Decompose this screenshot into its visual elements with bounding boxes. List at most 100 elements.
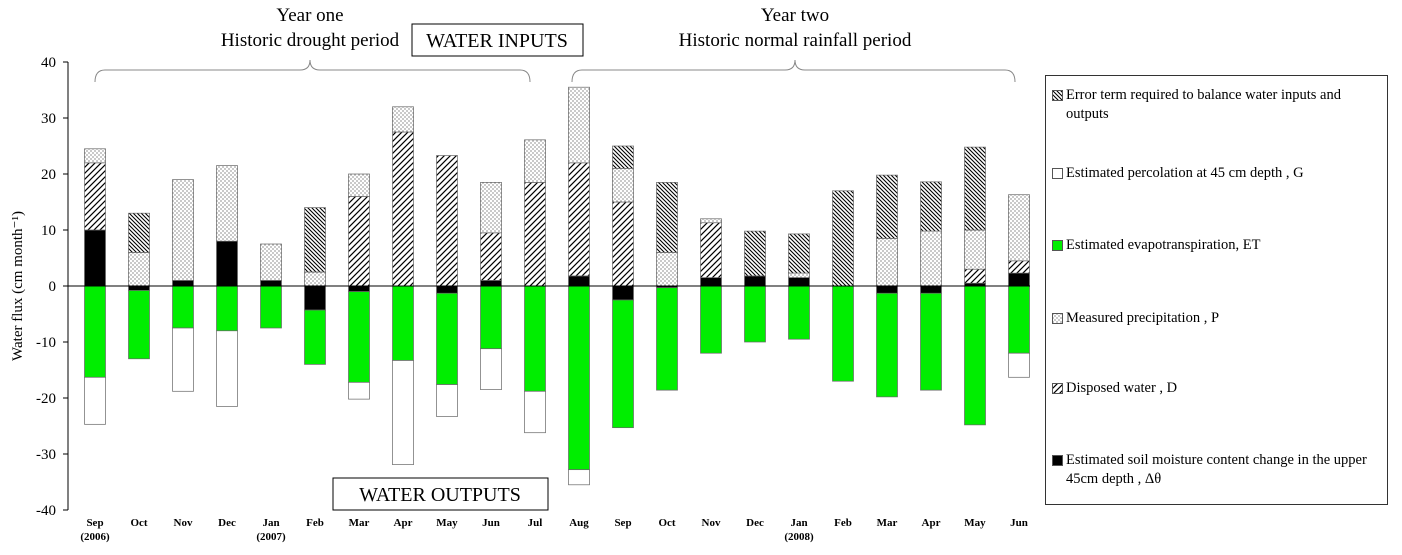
- legend: Error term required to balance water inp…: [1045, 75, 1388, 505]
- annotation-box: [332, 477, 549, 511]
- legend-swatch: [1052, 90, 1063, 101]
- bar-segment: [348, 196, 370, 287]
- bar-segment: [1008, 352, 1030, 378]
- bar-segment: [172, 280, 194, 287]
- y-tick-label: 0: [49, 279, 57, 295]
- bar-segment: [788, 272, 810, 278]
- x-tick-label: Feb: [834, 517, 852, 529]
- bar-segment: [128, 212, 150, 253]
- bar-segment: [84, 229, 106, 287]
- annotation-box: [411, 23, 584, 57]
- bar-segment: [216, 165, 238, 242]
- brace: [94, 59, 531, 83]
- bar-segment: [612, 201, 634, 287]
- y-tick-label: 30: [41, 111, 56, 127]
- bar-segment: [1008, 272, 1030, 287]
- legend-item: Error term required to balance water inp…: [1052, 86, 1384, 124]
- x-tick-label: Oct: [658, 517, 675, 529]
- bar-segment: [876, 174, 898, 239]
- bar-segment: [128, 252, 150, 287]
- legend-swatch: [1052, 168, 1063, 179]
- bar-segment: [964, 146, 986, 231]
- bar-segment: [1008, 194, 1030, 262]
- legend-swatch: [1052, 383, 1063, 394]
- bar-segment: [304, 309, 326, 365]
- annotation: Year one: [276, 5, 343, 26]
- x-tick-sublabel: (2008): [784, 531, 814, 543]
- bar-segment: [568, 86, 590, 164]
- x-tick-label: Sep: [86, 517, 103, 529]
- legend-label: Disposed water , D: [1066, 380, 1178, 396]
- x-tick-sublabel: (2006): [80, 531, 110, 543]
- legend-label: Estimated evapotranspiration, ET: [1066, 237, 1261, 253]
- legend-swatch-box: [1052, 240, 1063, 251]
- bar-segment: [480, 285, 502, 350]
- legend-label: Error term required to balance water inp…: [1066, 87, 1341, 122]
- x-tick-sublabel: (2007): [256, 531, 286, 543]
- x-tick-label: Nov: [174, 517, 193, 529]
- bar-segment: [876, 292, 898, 398]
- legend-item: Estimated evapotranspiration, ET: [1052, 236, 1384, 255]
- x-tick-label: Mar: [349, 517, 370, 529]
- bar-segment: [920, 181, 942, 232]
- x-tick-label: Apr: [922, 517, 941, 529]
- bar-segment: [656, 252, 678, 287]
- legend-swatch: [1052, 313, 1063, 324]
- legend-swatch-box: [1052, 313, 1063, 324]
- bar-segment: [568, 285, 590, 471]
- bar-segment: [392, 131, 414, 287]
- x-tick-label: Jan: [790, 517, 807, 529]
- bar-segment: [876, 285, 898, 294]
- bar-segment: [744, 230, 766, 277]
- bar-segment: [436, 285, 458, 294]
- legend-item: Measured precipitation , P: [1052, 309, 1384, 328]
- bar-segment: [524, 285, 546, 392]
- bar-segment: [84, 148, 106, 164]
- bar-segment: [128, 290, 150, 360]
- bar-segment: [304, 285, 326, 311]
- bar-segment: [612, 285, 634, 301]
- bar-segment: [436, 292, 458, 385]
- bar-segment: [656, 287, 678, 391]
- bar-segment: [480, 280, 502, 287]
- bar-segment: [84, 285, 106, 378]
- y-tick-label: 20: [41, 167, 56, 183]
- x-tick-label: Apr: [394, 517, 413, 529]
- legend-swatch-box: [1052, 90, 1063, 101]
- bar-segment: [700, 285, 722, 354]
- bar-segment: [568, 275, 590, 287]
- bar-segment: [436, 155, 458, 287]
- bar-segment: [612, 299, 634, 429]
- x-tick-label: Jan: [262, 517, 279, 529]
- bar-segment: [700, 218, 722, 224]
- bar-segment: [920, 292, 942, 391]
- legend-swatch: [1052, 240, 1063, 251]
- bar-segment: [964, 229, 986, 270]
- bar-segment: [84, 376, 106, 425]
- bar-segment: [788, 233, 810, 274]
- legend-swatch-box: [1052, 383, 1063, 394]
- bar-segment: [568, 469, 590, 486]
- bar-segment: [524, 139, 546, 183]
- bar-segment: [304, 207, 326, 273]
- y-tick-label: -20: [36, 391, 56, 407]
- bar-segment: [920, 230, 942, 287]
- legend-swatch-box: [1052, 455, 1063, 466]
- x-tick-label: Dec: [746, 517, 764, 529]
- bar-segment: [612, 145, 634, 169]
- bar-segment: [964, 268, 986, 284]
- bar-segment: [216, 330, 238, 407]
- x-tick-label: May: [964, 517, 986, 529]
- bar-segment: [788, 285, 810, 340]
- bar-segment: [172, 327, 194, 392]
- x-tick-label: May: [436, 517, 458, 529]
- x-tick-label: Jun: [482, 517, 500, 529]
- x-tick-label: Aug: [569, 517, 589, 529]
- bar-segment: [744, 285, 766, 343]
- legend-item: Estimated percolation at 45 cm depth , G: [1052, 164, 1384, 183]
- bar-segment: [392, 360, 414, 465]
- legend-item: Disposed water , D: [1052, 379, 1384, 398]
- bar-segment: [348, 285, 370, 292]
- y-tick-label: 10: [41, 223, 56, 239]
- x-tick-label: Sep: [614, 517, 631, 529]
